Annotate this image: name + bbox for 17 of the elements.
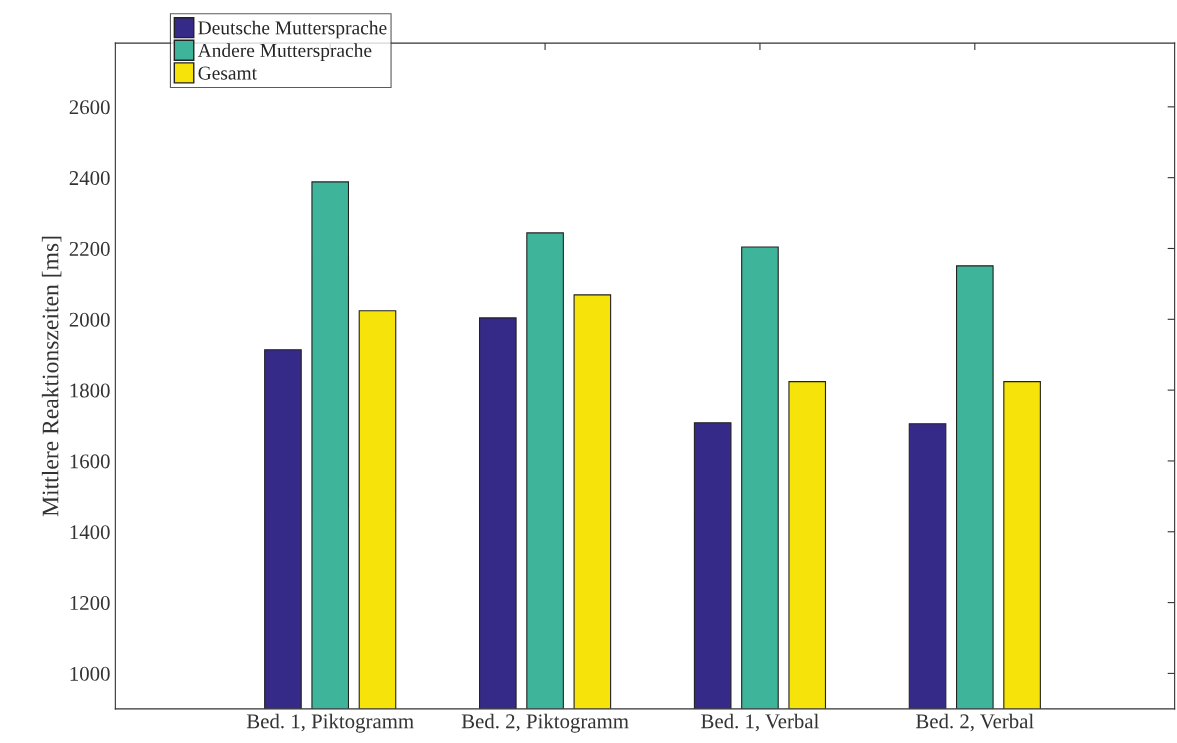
y-tick-label: 1200 (70, 595, 110, 611)
y-axis-title: Mittlere Reaktionszeiten [ms] (41, 236, 62, 517)
y-tick-label: 2200 (69, 241, 110, 256)
legend-label: Andere Muttersprache (197, 43, 372, 61)
y-tick-label: 2000 (69, 312, 110, 327)
y-tick-label: 2400 (69, 171, 110, 186)
x-tick-label: Bed. 1, Verbal (701, 713, 819, 732)
y-tick-label: 2600 (69, 100, 110, 115)
y-tick-label: 1400 (70, 525, 110, 540)
x-tick-label: Bed. 2, Verbal (916, 713, 1034, 732)
y-tick-label: 1600 (70, 454, 110, 469)
x-tick-label: Bed. 2, Piktogramm (461, 713, 629, 733)
legend-label: Deutsche Muttersprache (198, 20, 387, 39)
y-tick-label: 1000 (70, 666, 110, 681)
legend-label: Gesamt (198, 66, 257, 80)
x-tick-label: Bed. 1, Piktogramm (246, 713, 414, 733)
y-tick-label: 1800 (70, 383, 110, 398)
